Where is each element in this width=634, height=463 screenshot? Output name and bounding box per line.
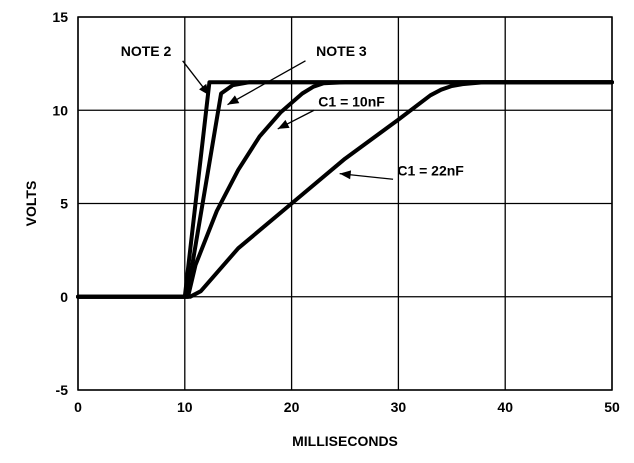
tick-labels: 0 10 20 30 40 50 -5 0 5 10 15 (52, 9, 620, 415)
annotation-arrowhead (199, 83, 210, 96)
y-tick-label: 15 (52, 9, 68, 25)
annotation-arrowhead (227, 95, 240, 105)
annotations: NOTE 2 NOTE 3 C1 = 10nF C1 = 22nF (121, 43, 464, 180)
x-axis-title: MILLISECONDS (292, 433, 398, 449)
annotation-label: NOTE 3 (316, 43, 367, 59)
annotation: C1 = 22nF (339, 163, 464, 180)
annotation-arrow-line (227, 60, 306, 106)
grid (77, 16, 613, 391)
series-lines (76, 80, 614, 299)
y-tick-label: 10 (52, 102, 68, 118)
x-tick-label: 0 (74, 399, 82, 415)
annotation-label: C1 = 10nF (318, 94, 385, 110)
series-line-note2 (76, 80, 614, 299)
annotation-label: C1 = 22nF (397, 163, 464, 179)
x-tick-label: 10 (177, 399, 193, 415)
x-tick-label: 50 (604, 399, 620, 415)
annotation-arrowhead (277, 119, 290, 129)
x-tick-label: 20 (284, 399, 300, 415)
y-tick-label: 5 (60, 196, 68, 212)
annotation: C1 = 10nF (277, 94, 385, 130)
annotation-label: NOTE 2 (121, 43, 172, 59)
annotation: NOTE 3 (227, 43, 367, 106)
plot-frame (77, 16, 613, 391)
x-tick-label: 40 (497, 399, 513, 415)
series-line-c1-10nf (76, 80, 614, 299)
series-line-c1-22nf (76, 80, 614, 299)
y-tick-label: -5 (56, 382, 69, 398)
y-axis-title: VOLTS (23, 181, 39, 227)
series-line-note3 (76, 80, 614, 299)
y-tick-label: 0 (60, 289, 68, 305)
annotation: NOTE 2 (121, 43, 210, 96)
annotation-arrowhead (339, 170, 352, 180)
x-tick-label: 30 (391, 399, 407, 415)
